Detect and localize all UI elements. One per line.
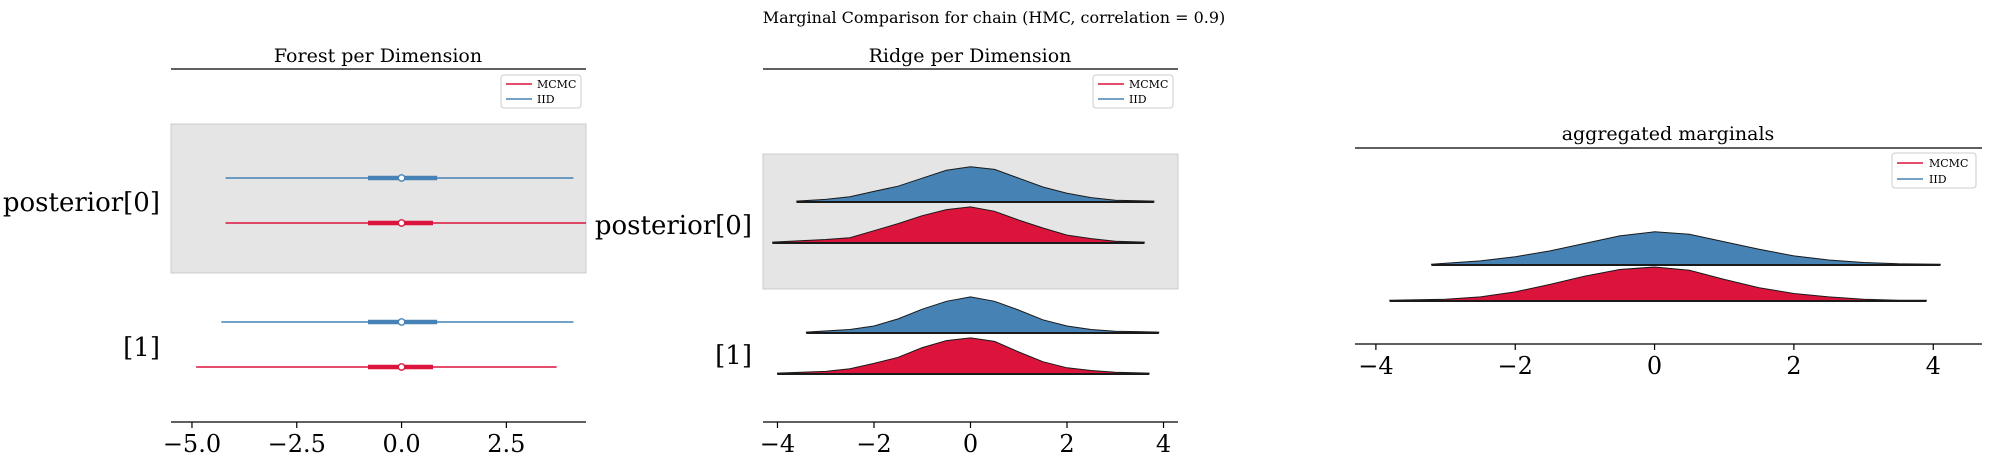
figure-suptitle: Marginal Comparison for chain (HMC, corr… bbox=[763, 8, 1226, 27]
panel-forest-x-ticks: −5.0 −2.5 0.0 2.5 bbox=[163, 422, 525, 458]
panel-aggregated-x-ticks: −4 −2 0 2 4 bbox=[1358, 344, 1941, 380]
panel-ridge-legend: MCMC IID bbox=[1092, 74, 1174, 109]
ridge-density-mcmc bbox=[776, 337, 1150, 375]
panel-forest: Forest per Dimension posterior[0] [1] −5… bbox=[3, 45, 587, 458]
panel-forest-row-label-1: [1] bbox=[123, 333, 160, 363]
ridge-density-mcmc bbox=[772, 206, 1145, 244]
x-tick-label: −2.5 bbox=[268, 430, 326, 458]
legend-iid-label: IID bbox=[1129, 93, 1147, 106]
panel-ridge-row-label-0: posterior[0] bbox=[595, 211, 752, 241]
x-tick-label: 4 bbox=[1156, 430, 1171, 458]
ridge-density-iid bbox=[1431, 231, 1941, 266]
x-tick-label: −2 bbox=[856, 430, 891, 458]
x-tick-label: −4 bbox=[1358, 352, 1393, 380]
x-tick-label: 2 bbox=[1786, 352, 1801, 380]
panel-forest-highlight-band bbox=[170, 123, 587, 274]
legend-mcmc-label: MCMC bbox=[1129, 78, 1168, 91]
panel-ridge-row-label-1: [1] bbox=[715, 341, 752, 371]
forest-median-point-mcmc bbox=[397, 363, 406, 371]
legend-iid-label: IID bbox=[537, 93, 555, 106]
x-tick-label: 0.0 bbox=[382, 430, 420, 458]
x-tick-label: 2 bbox=[1059, 430, 1074, 458]
panel-aggregated-title: aggregated marginals bbox=[1562, 123, 1775, 145]
panel-aggregated: aggregated marginals −4 −2 0 2 4 MCMC IID bbox=[1355, 123, 1982, 380]
legend-iid-label: IID bbox=[1929, 173, 1947, 186]
forest-median-point-iid bbox=[397, 174, 406, 182]
panel-forest-marks bbox=[196, 174, 586, 371]
forest-median-point-iid bbox=[397, 318, 406, 326]
panel-ridge-title: Ridge per Dimension bbox=[869, 45, 1072, 67]
panel-forest-legend: MCMC IID bbox=[500, 74, 582, 109]
panel-ridge-x-ticks: −4 −2 0 2 4 bbox=[760, 422, 1171, 458]
x-tick-label: −4 bbox=[760, 430, 795, 458]
ridge-density-iid bbox=[796, 166, 1155, 203]
panel-ridge: Ridge per Dimension posterior[0] [1] −4−… bbox=[595, 45, 1179, 458]
x-tick-label: −2 bbox=[1498, 352, 1533, 380]
legend-mcmc-label: MCMC bbox=[537, 78, 576, 91]
panel-aggregated-marks bbox=[1389, 231, 1941, 302]
ridge-density-iid bbox=[805, 296, 1160, 334]
legend-mcmc-label: MCMC bbox=[1929, 157, 1968, 170]
x-tick-label: 2.5 bbox=[487, 430, 525, 458]
x-tick-label: 4 bbox=[1926, 352, 1941, 380]
panel-forest-title: Forest per Dimension bbox=[274, 45, 482, 67]
forest-median-point-mcmc bbox=[397, 219, 406, 227]
ridge-density-mcmc bbox=[1389, 266, 1927, 302]
panel-aggregated-legend: MCMC IID bbox=[1891, 152, 1977, 189]
x-tick-label: 0 bbox=[963, 430, 978, 458]
x-tick-label: −5.0 bbox=[163, 430, 221, 458]
x-tick-label: 0 bbox=[1647, 352, 1662, 380]
panel-forest-row-label-0: posterior[0] bbox=[3, 188, 160, 218]
panel-ridge-marks bbox=[772, 166, 1160, 375]
